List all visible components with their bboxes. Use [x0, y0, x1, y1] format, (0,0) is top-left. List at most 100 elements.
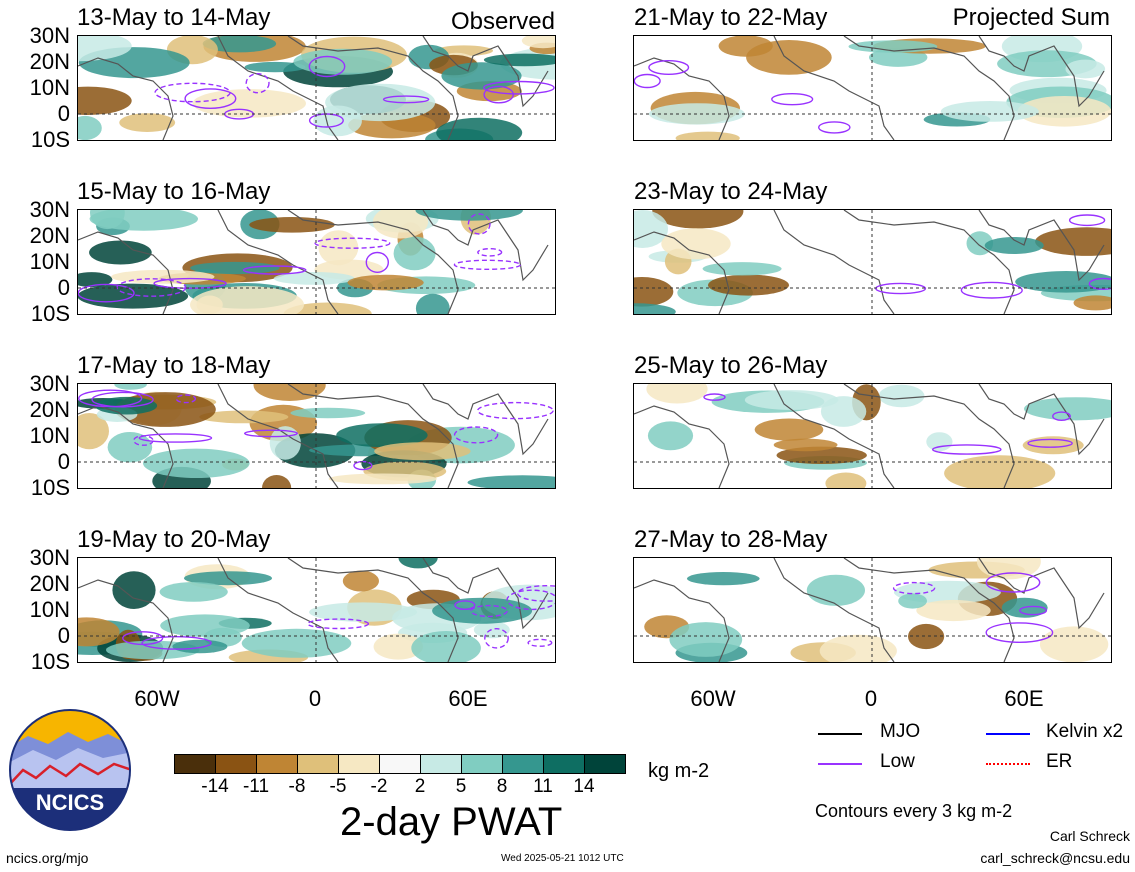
low-contour [476, 401, 554, 420]
pwat-map [78, 384, 555, 488]
pwat-anomaly-shading [313, 105, 362, 137]
low-contour [454, 600, 476, 610]
panel-title-3: 17-May to 18-May [77, 352, 271, 379]
pwat-anomaly-shading [347, 274, 424, 291]
panel-title-1: 13-May to 14-May [77, 4, 271, 31]
lat-20n: 20N [29, 49, 70, 74]
pwat-anomaly-shading [253, 384, 326, 401]
pwat-anomaly-shading [273, 272, 355, 285]
pwat-anomaly-shading [944, 455, 1056, 488]
coastline [843, 210, 1015, 314]
coastline [422, 210, 549, 282]
low-contour [1088, 277, 1111, 290]
coastline [773, 384, 895, 488]
low-contour [470, 604, 508, 618]
coastline [773, 36, 895, 140]
colorbar-cell [297, 754, 339, 774]
lat-10n: 10N [29, 423, 70, 448]
lat-10s: 10S [30, 301, 70, 326]
legend-line-er [986, 763, 1030, 765]
pwat-anomaly-shading [283, 302, 372, 314]
colorbar-tick-label: -11 [242, 776, 270, 797]
pwat-map [78, 210, 555, 314]
lon-60e: 60E [1004, 686, 1044, 711]
low-contour [703, 393, 726, 401]
low-contour [138, 433, 213, 443]
pwat-anomaly-shading [1015, 271, 1111, 293]
low-contour [453, 426, 499, 444]
logo-text: NCICS [35, 790, 105, 815]
map-panel-projected-2 [633, 209, 1112, 315]
coastline [843, 384, 1015, 488]
low-contour [483, 80, 555, 95]
low-contour [506, 589, 555, 611]
coastline [78, 231, 174, 314]
lat-10n: 10N [29, 249, 70, 274]
colorbar-tick-label: 5 [455, 776, 467, 797]
lat-0: 0 [57, 623, 70, 648]
pwat-anomaly-shading [78, 115, 102, 140]
pwat-anomaly-shading [908, 623, 945, 650]
lat-30n: 30N [29, 23, 70, 48]
low-contour [243, 429, 298, 438]
low-contour [527, 638, 553, 647]
low-contour [892, 581, 936, 595]
coastline [978, 384, 1105, 456]
pwat-anomaly-shading [196, 295, 223, 314]
lat-20n: 20N [29, 397, 70, 422]
pwat-anomaly-shading [160, 614, 250, 637]
pwat-anomaly-shading [89, 240, 152, 265]
colorbar-cell [379, 754, 421, 774]
coastline [287, 558, 459, 662]
map-panel-observed-4 [77, 557, 556, 663]
pwat-anomaly-shading [916, 599, 991, 622]
low-contour [314, 237, 391, 249]
pwat-anomaly-shading [112, 571, 156, 609]
coastline [422, 36, 549, 108]
footer-email[interactable]: carl_schreck@ncsu.edu [980, 850, 1130, 866]
pwat-anomaly-shading [634, 210, 668, 248]
legend-label-kelvin: Kelvin x2 [1046, 721, 1124, 742]
coastline [843, 558, 1015, 662]
low-contour [1019, 605, 1048, 616]
map-panel-observed-2 [77, 209, 556, 315]
pwat-anomaly-shading [441, 62, 522, 90]
low-contour [648, 60, 690, 76]
pwat-anomaly-shading [483, 53, 555, 67]
low-contour [931, 444, 1002, 455]
pwat-anomaly-shading [114, 384, 147, 390]
legend-line-mjo [818, 733, 862, 735]
pwat-anomaly-shading [78, 36, 132, 62]
pwat-anomaly-shading [467, 475, 555, 488]
colorbar-tick-label: -8 [288, 776, 306, 797]
coastline [422, 384, 549, 456]
legend-label-er: ER [1046, 751, 1073, 772]
pwat-anomaly-shading [78, 617, 120, 647]
pwat-anomaly-shading [708, 274, 789, 296]
pwat-anomaly-shading [398, 558, 438, 569]
low-contour [153, 277, 227, 289]
colorbar-cell [256, 754, 298, 774]
lon-60w: 60W [134, 686, 180, 711]
pwat-anomaly-shading [374, 442, 471, 461]
pwat-anomaly-shading [646, 384, 708, 404]
pwat-map [78, 558, 555, 662]
low-contour [960, 281, 1023, 299]
low-contour [175, 394, 197, 404]
pwat-anomaly-shading [634, 277, 674, 307]
colorbar-tick-label: 14 [573, 776, 595, 797]
low-contour [141, 636, 212, 650]
footer-url[interactable]: ncics.org/mjo [6, 850, 89, 866]
pwat-anomaly-shading [262, 475, 292, 488]
pwat-anomaly-shading [1073, 295, 1111, 311]
pwat-anomaly-shading [249, 217, 335, 233]
pwat-anomaly-shading [718, 36, 773, 57]
coastline [217, 210, 339, 314]
coastline [773, 210, 895, 314]
colorbar-cell [461, 754, 503, 774]
pwat-anomaly-shading [825, 472, 867, 488]
coastline [978, 36, 1105, 108]
low-contour [771, 93, 814, 106]
coastline [634, 57, 730, 140]
pwat-anomaly-shading [687, 572, 760, 586]
